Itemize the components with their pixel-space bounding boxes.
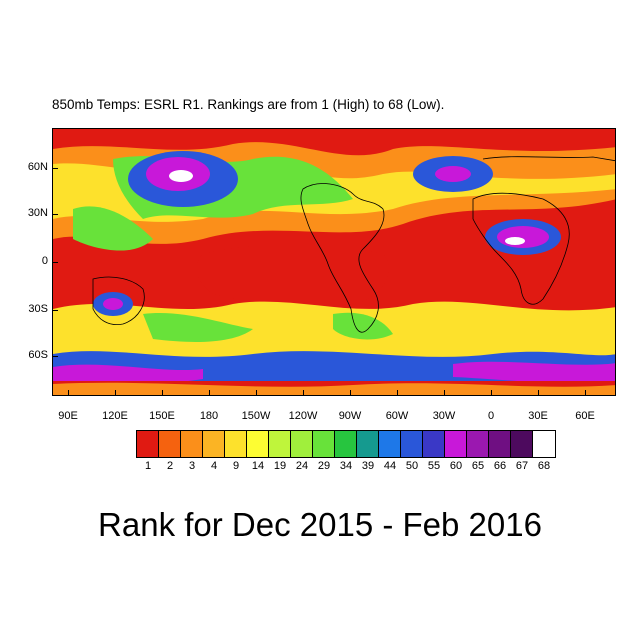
colorbar-swatch bbox=[313, 431, 335, 457]
colorbar-swatch bbox=[247, 431, 269, 457]
colorbar-label: 9 bbox=[232, 460, 240, 472]
colorbar-label: 4 bbox=[210, 460, 218, 472]
lat-label-60n: 60N bbox=[27, 161, 48, 173]
rank-region-green-south-2 bbox=[333, 312, 393, 340]
lon-tick bbox=[538, 390, 539, 396]
lon-label-180: 180 bbox=[199, 410, 219, 422]
colorbar-swatch bbox=[445, 431, 467, 457]
coastlines bbox=[92, 156, 615, 333]
lat-tick bbox=[52, 168, 58, 169]
lon-label-120w: 120W bbox=[288, 410, 318, 422]
lon-label-90e: 90E bbox=[58, 410, 78, 422]
colorbar-swatch bbox=[335, 431, 357, 457]
lon-tick bbox=[68, 390, 69, 396]
lon-tick bbox=[209, 390, 210, 396]
colorbar-label: 24 bbox=[295, 460, 309, 472]
lon-tick bbox=[444, 390, 445, 396]
colorbar-label: 14 bbox=[251, 460, 265, 472]
colorbar-swatch bbox=[511, 431, 533, 457]
lon-tick bbox=[256, 390, 257, 396]
lon-label-150e: 150E bbox=[149, 410, 175, 422]
lon-tick bbox=[350, 390, 351, 396]
colorbar-swatch bbox=[379, 431, 401, 457]
colorbar-label: 3 bbox=[188, 460, 196, 472]
lon-tick bbox=[585, 390, 586, 396]
lat-label-30s: 30S bbox=[28, 303, 48, 315]
rank-region-purple-atlantic bbox=[435, 166, 471, 182]
lon-tick bbox=[491, 390, 492, 396]
lat-tick bbox=[52, 310, 58, 311]
colorbar-label: 29 bbox=[317, 460, 331, 472]
lon-label-90w: 90W bbox=[338, 410, 362, 422]
rank-region-white-africa bbox=[505, 237, 525, 245]
lon-label-30e: 30E bbox=[528, 410, 548, 422]
rank-region-green-south-1 bbox=[143, 312, 253, 342]
rank-region-red-equatorial bbox=[196, 244, 389, 306]
lon-label-0: 0 bbox=[487, 410, 495, 422]
rank-region-purple-africa bbox=[497, 226, 549, 248]
colorbar-label: 67 bbox=[515, 460, 529, 472]
coast-americas bbox=[300, 183, 385, 333]
colorbar-swatch bbox=[225, 431, 247, 457]
colorbar-label: 39 bbox=[361, 460, 375, 472]
colorbar-swatch bbox=[467, 431, 489, 457]
coast-eurasia bbox=[482, 156, 615, 162]
rank-region-white-pacific bbox=[169, 170, 193, 182]
colorbar-label: 60 bbox=[449, 460, 463, 472]
lon-label-150w: 150W bbox=[241, 410, 271, 422]
colorbar-label: 65 bbox=[471, 460, 485, 472]
lon-tick bbox=[397, 390, 398, 396]
colorbar-label: 1 bbox=[144, 460, 152, 472]
colorbar-swatch bbox=[291, 431, 313, 457]
colorbar-label: 19 bbox=[273, 460, 287, 472]
colorbar-swatch bbox=[137, 431, 159, 457]
colorbar-swatch bbox=[533, 431, 555, 457]
rank-colorbar bbox=[136, 430, 556, 458]
colorbar-label: 50 bbox=[405, 460, 419, 472]
figure-title: Rank for Dec 2015 - Feb 2016 bbox=[98, 506, 542, 543]
rank-field-svg bbox=[53, 129, 615, 395]
lon-tick bbox=[115, 390, 116, 396]
colorbar-swatch bbox=[489, 431, 511, 457]
colorbar-label: 68 bbox=[537, 460, 551, 472]
colorbar-label: 34 bbox=[339, 460, 353, 472]
rank-region-purple-southern-1 bbox=[53, 364, 203, 385]
lon-tick bbox=[162, 390, 163, 396]
lat-tick bbox=[52, 262, 58, 263]
lat-label-30n: 30N bbox=[27, 207, 48, 219]
lat-label-0: 0 bbox=[41, 255, 48, 267]
colorbar-swatch bbox=[181, 431, 203, 457]
colorbar-swatch bbox=[401, 431, 423, 457]
colorbar-label: 66 bbox=[493, 460, 507, 472]
coast-australia bbox=[92, 276, 145, 326]
colorbar-label: 55 bbox=[427, 460, 441, 472]
lon-tick bbox=[303, 390, 304, 396]
colorbar-label: 2 bbox=[166, 460, 174, 472]
lat-tick bbox=[52, 214, 58, 215]
colorbar-swatch bbox=[203, 431, 225, 457]
lon-label-120e: 120E bbox=[102, 410, 128, 422]
coast-africa bbox=[472, 192, 570, 305]
lon-label-60e: 60E bbox=[575, 410, 595, 422]
lat-tick bbox=[52, 356, 58, 357]
colorbar-swatch bbox=[269, 431, 291, 457]
lon-label-60w: 60W bbox=[385, 410, 409, 422]
rank-region-orange-antarctic bbox=[53, 382, 615, 395]
map-subtitle: 850mb Temps: ESRL R1. Rankings are from … bbox=[52, 97, 445, 112]
colorbar-swatch bbox=[159, 431, 181, 457]
colorbar-label: 44 bbox=[383, 460, 397, 472]
rank-map bbox=[52, 128, 616, 396]
colorbar-swatch bbox=[423, 431, 445, 457]
rank-region-purple-australia bbox=[103, 298, 123, 310]
rank-region-green-west bbox=[73, 206, 153, 251]
colorbar-swatch bbox=[357, 431, 379, 457]
lat-label-60s: 60S bbox=[28, 349, 48, 361]
rank-region-purple-southern-2 bbox=[453, 361, 615, 384]
lon-label-30w: 30W bbox=[432, 410, 456, 422]
